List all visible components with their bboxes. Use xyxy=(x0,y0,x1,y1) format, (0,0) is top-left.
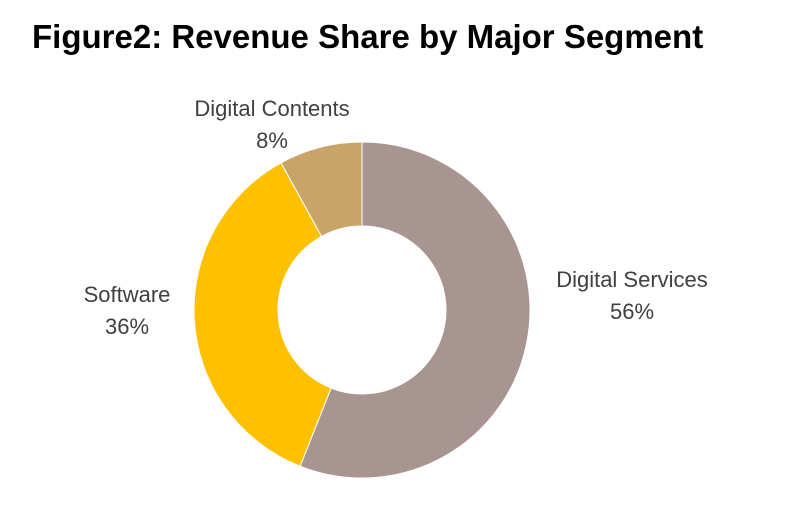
label-name-software: Software xyxy=(84,282,171,307)
chart-title: Figure2: Revenue Share by Major Segment xyxy=(32,18,704,55)
slice-software xyxy=(193,162,332,467)
label-name-digital-services: Digital Services xyxy=(556,267,708,292)
slices-group xyxy=(193,141,531,479)
label-value-software: 36% xyxy=(105,314,149,339)
slice-digital-contents xyxy=(280,141,363,238)
label-name-digital-contents: Digital Contents xyxy=(194,96,349,121)
label-value-digital-contents: 8% xyxy=(256,128,288,153)
slice-digital-services xyxy=(299,141,531,479)
label-value-digital-services: 56% xyxy=(610,299,654,324)
